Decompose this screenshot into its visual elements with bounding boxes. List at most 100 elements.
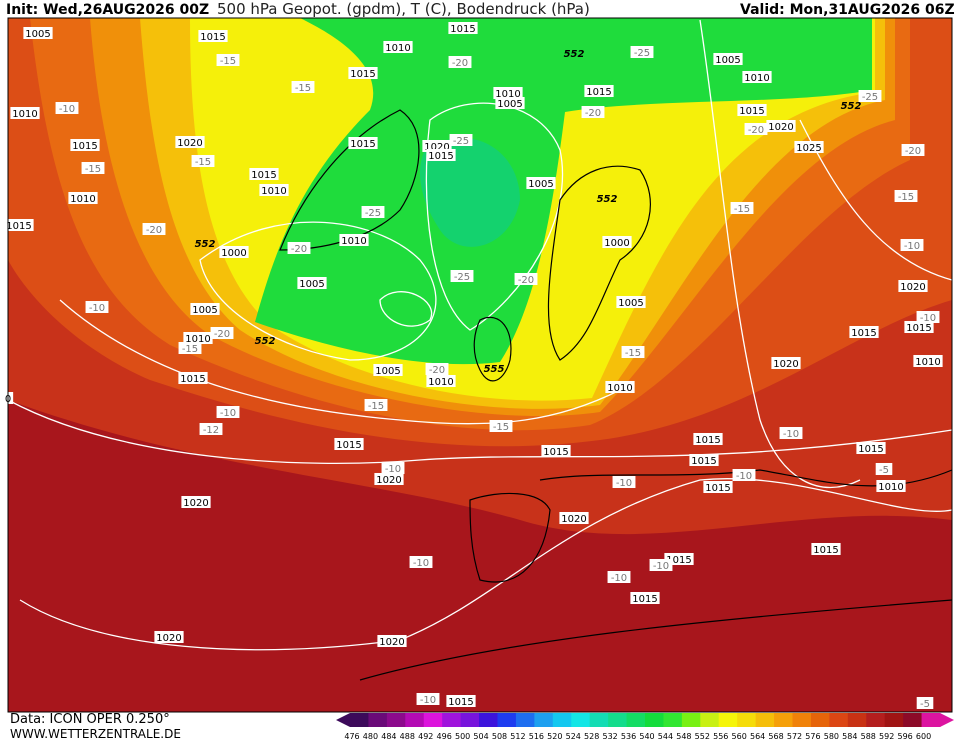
colorbar-label: 504 bbox=[473, 732, 488, 741]
label-box bbox=[373, 364, 403, 376]
temperature-label: -20 bbox=[146, 225, 162, 236]
colorbar-label: 600 bbox=[916, 732, 931, 741]
pressure-label: 1020 bbox=[900, 282, 925, 293]
label-box bbox=[913, 355, 943, 367]
label-box bbox=[259, 184, 289, 196]
label-box bbox=[287, 242, 311, 254]
colorbar-swatch bbox=[792, 713, 812, 727]
pressure-label: 1015 bbox=[180, 374, 205, 385]
label-box bbox=[730, 202, 754, 214]
pressure-label: 1015 bbox=[336, 440, 361, 451]
label-box bbox=[779, 427, 803, 439]
pressure-label: 1015 bbox=[739, 106, 764, 117]
colorbar-swatch bbox=[534, 713, 554, 727]
coastline bbox=[469, 492, 551, 583]
temperature-label: -5 bbox=[879, 465, 889, 476]
colorbar-label: 596 bbox=[897, 732, 912, 741]
label-box bbox=[23, 27, 53, 39]
label-box bbox=[514, 273, 538, 285]
pressure-label: 1015 bbox=[705, 483, 730, 494]
label-box bbox=[190, 303, 220, 315]
label-box bbox=[858, 90, 882, 102]
colorbar-label: 488 bbox=[400, 732, 415, 741]
label-box bbox=[607, 571, 631, 583]
label-box bbox=[210, 327, 234, 339]
colorbar-label: 500 bbox=[455, 732, 470, 741]
pressure-label: 1000 bbox=[604, 238, 629, 249]
pressure-label: 1020 bbox=[177, 138, 202, 149]
label-box bbox=[55, 102, 79, 114]
label-box bbox=[178, 372, 208, 384]
temperature-label: -20 bbox=[585, 108, 601, 119]
colorbar: 476 480 484 488 492 496 500 504 508 512 516 520 524 5… bbox=[336, 713, 954, 741]
colorbar-swatch bbox=[405, 713, 425, 727]
temperature-label: -10 bbox=[59, 104, 75, 115]
label-box bbox=[448, 56, 472, 68]
pressure-label: 1015 bbox=[586, 87, 611, 98]
pressure-label: 1015 bbox=[632, 594, 657, 605]
label-box bbox=[249, 168, 279, 180]
init-time: Init: Wed,26AUG2026 00Z bbox=[6, 2, 209, 18]
colorbar-swatch bbox=[515, 713, 535, 727]
label-box bbox=[81, 162, 105, 174]
label-box bbox=[219, 246, 249, 258]
pressure-label: 1015 bbox=[251, 170, 276, 181]
colorbar-label: 480 bbox=[363, 732, 378, 741]
temperature-label: -20 bbox=[291, 244, 307, 255]
pressure-label: 1020 bbox=[156, 633, 181, 644]
colorbar-swatch bbox=[866, 713, 886, 727]
pressure-label: 1015 bbox=[428, 151, 453, 162]
colorbar-label: 560 bbox=[732, 732, 747, 741]
pressure-label: 1015 bbox=[543, 447, 568, 458]
colorbar-swatch bbox=[847, 713, 867, 727]
pressure-label: 1005 bbox=[528, 179, 553, 190]
label-box bbox=[916, 697, 934, 709]
temperature-label: -20 bbox=[518, 275, 534, 286]
colorbar-swatch bbox=[700, 713, 720, 727]
colorbar-swatch bbox=[681, 713, 701, 727]
label-box bbox=[191, 155, 215, 167]
label-box bbox=[216, 406, 240, 418]
colorbar-swatch bbox=[479, 713, 498, 727]
label-box bbox=[689, 454, 719, 466]
label-box bbox=[630, 46, 654, 58]
isobar bbox=[199, 221, 437, 361]
pressure-label: 1020 bbox=[561, 514, 586, 525]
isobar bbox=[59, 299, 621, 425]
colorbar-label: 592 bbox=[879, 732, 894, 741]
label-box bbox=[446, 695, 476, 707]
pressure-label: 1005 bbox=[618, 298, 643, 309]
map-title: 500 hPa Geopot. (gpdm), T (C), Bodendruc… bbox=[217, 0, 590, 18]
pressure-label: 1005 bbox=[25, 29, 50, 40]
coastline bbox=[473, 316, 512, 382]
colorbar-label: 512 bbox=[510, 732, 525, 741]
pressure-label: 1010 bbox=[261, 186, 286, 197]
label-box bbox=[898, 280, 928, 292]
colorbar-label: 556 bbox=[713, 732, 728, 741]
label-box bbox=[693, 433, 723, 445]
colorbar-label: 572 bbox=[787, 732, 802, 741]
temperature-label: -20 bbox=[214, 329, 230, 340]
colorbar-arrow bbox=[940, 713, 954, 727]
label-box bbox=[178, 342, 202, 354]
label-box bbox=[541, 445, 571, 457]
label-box bbox=[616, 296, 646, 308]
pressure-label: 1015 bbox=[695, 435, 720, 446]
colorbar-label: 524 bbox=[566, 732, 581, 741]
pressure-label: 1020 bbox=[424, 142, 449, 153]
label-box bbox=[183, 332, 213, 344]
temperature-label: -15 bbox=[493, 422, 509, 433]
temperature-label: -15 bbox=[734, 204, 750, 215]
pressure-label: 1010 bbox=[385, 43, 410, 54]
colorbar-label: 508 bbox=[492, 732, 507, 741]
label-box bbox=[612, 476, 636, 488]
colorbar-label: 588 bbox=[861, 732, 876, 741]
colorbar-label: 520 bbox=[547, 732, 562, 741]
colorbar-label: 540 bbox=[639, 732, 654, 741]
colorbar-swatch bbox=[626, 713, 646, 727]
label-box bbox=[649, 559, 673, 571]
label-box bbox=[199, 423, 223, 435]
colorbar-label: 492 bbox=[418, 732, 433, 741]
temperature-label: -25 bbox=[634, 48, 650, 59]
